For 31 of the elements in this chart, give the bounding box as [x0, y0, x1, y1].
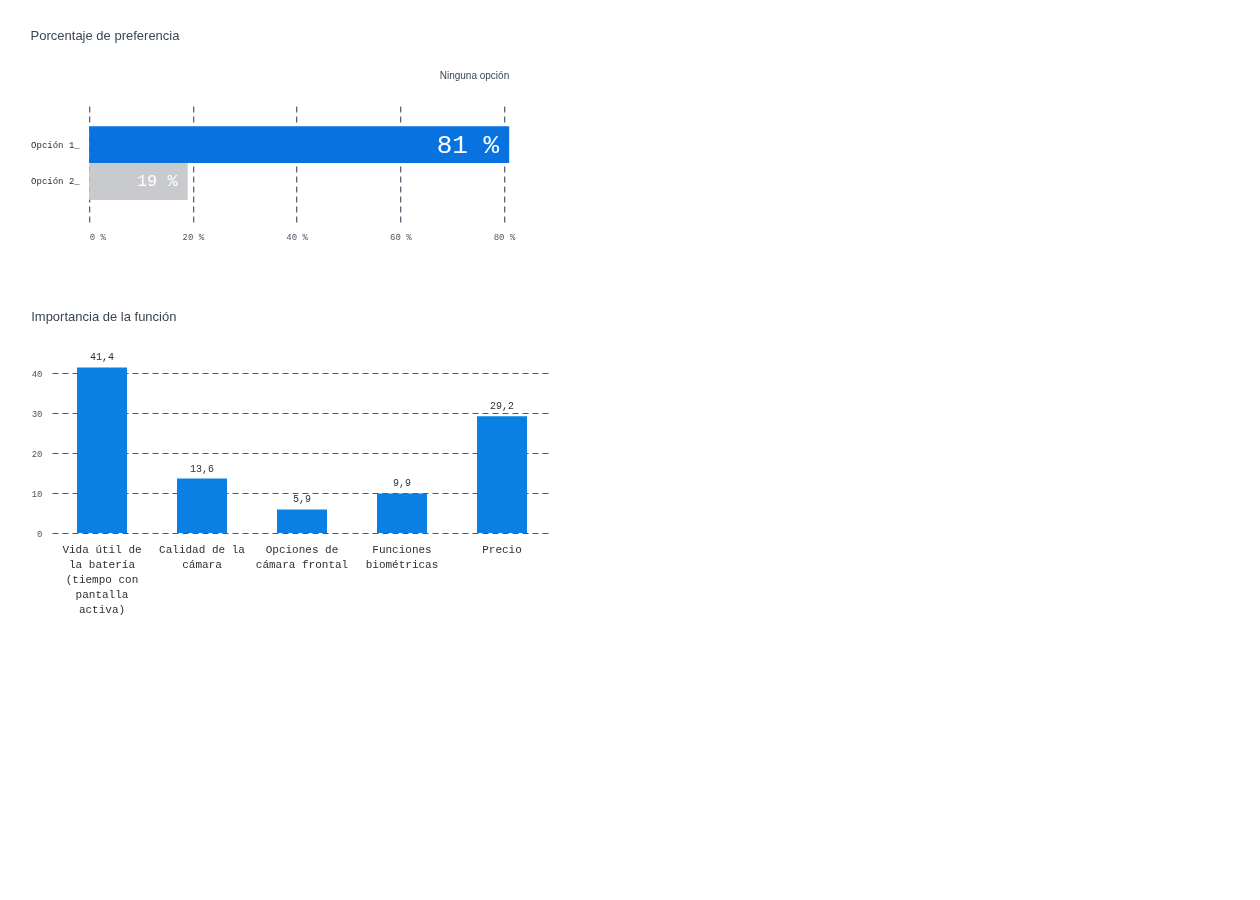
x-tick-label: Vida útil de la batería (tiempo con pantalla activa): [62, 543, 142, 616]
data-label: 29,2: [489, 401, 515, 413]
bar: [77, 367, 127, 533]
bar: [377, 493, 427, 533]
x-tick-label: 40 %: [286, 232, 309, 243]
bar: [477, 416, 527, 533]
x-tick-label: 60 %: [390, 232, 413, 243]
bar: [277, 509, 327, 533]
y-tick-label: 0: [37, 529, 43, 540]
text: Ninguna opción: [439, 70, 510, 81]
y-tick-label: 10: [31, 489, 43, 500]
x-tick-label: Funciones biométricas: [365, 543, 439, 571]
x-tick-label: 20 %: [182, 232, 205, 243]
data-label: 81 %: [436, 130, 500, 161]
bar: [177, 478, 227, 533]
y-tick-label: Opción 2_: [31, 177, 81, 188]
data-label: 41,4: [89, 352, 115, 364]
chart-title: Importancia de la función: [31, 309, 177, 325]
y-tick-label: 20: [31, 449, 43, 460]
x-tick-label: Opciones de cámara frontal: [255, 543, 349, 571]
x-tick-label: Calidad de la cámara: [159, 543, 246, 571]
y-tick-label: 30: [31, 409, 43, 420]
x-tick-label: Precio: [482, 543, 522, 556]
x-tick-label: 0 %: [89, 232, 107, 243]
data-label: 9,9: [392, 478, 412, 490]
data-label: 13,6: [189, 463, 215, 475]
y-tick-label: 40: [31, 369, 43, 380]
x-tick-label: 80 %: [493, 232, 516, 243]
chart-title: Porcentaje de preferencia: [30, 28, 181, 43]
data-label: 5,9: [292, 494, 312, 506]
y-tick-label: Opción 1_: [31, 140, 81, 151]
